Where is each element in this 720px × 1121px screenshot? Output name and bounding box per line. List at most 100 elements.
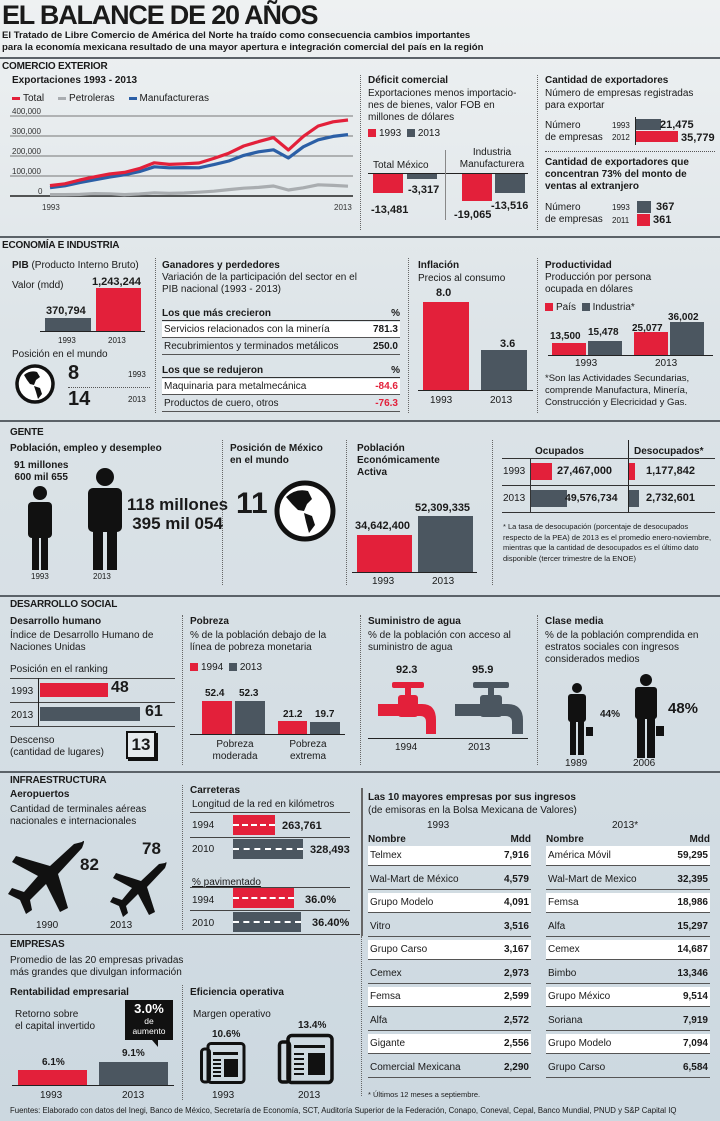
top10-year-1993: 1993 bbox=[427, 820, 450, 831]
bar-dh-2013 bbox=[40, 707, 140, 721]
year-label: 1993 bbox=[58, 336, 76, 345]
bar-pib-1993 bbox=[45, 318, 91, 331]
year-label: 1993 bbox=[430, 395, 453, 406]
shrank-row: Maquinaria para metalmecánica -84.6 bbox=[162, 379, 400, 395]
bar-desoc-2013 bbox=[629, 490, 639, 507]
legend-total: Total bbox=[12, 93, 44, 104]
subtitle-2: para la economía mexicana resultado de u… bbox=[2, 42, 484, 53]
table-line bbox=[190, 837, 350, 838]
bar-rent-1993 bbox=[18, 1070, 87, 1085]
globe-icon bbox=[15, 364, 55, 404]
aero-title: Aeropuertos bbox=[10, 789, 70, 800]
cat-moderada: Pobreza moderada bbox=[212, 739, 258, 762]
bar-ocup-1993 bbox=[531, 463, 552, 480]
separator bbox=[182, 985, 183, 1100]
ganadores-desc: Variación de la participación del sector… bbox=[162, 272, 357, 295]
bar-inf-2013 bbox=[481, 350, 527, 390]
section-economia: ECONOMÍA E INDUSTRIA bbox=[2, 240, 120, 251]
year-label: 2013 bbox=[655, 358, 678, 369]
deficit-group-industria: Industria Manufacturera bbox=[459, 147, 525, 170]
bar-pib-2013 bbox=[96, 288, 141, 331]
deficit-baseline bbox=[368, 173, 528, 174]
posicion-title: Posición de México en el mundo bbox=[230, 443, 323, 466]
y-tick-label: 100,000 bbox=[12, 167, 41, 176]
dh-desc: Índice de Desarrollo Humano de Naciones U… bbox=[10, 630, 154, 653]
year-label: 1990 bbox=[36, 920, 59, 931]
pobreza-legend: 1994 2013 bbox=[190, 662, 262, 674]
year-label: 2011 bbox=[612, 216, 630, 225]
separator bbox=[537, 258, 538, 413]
row-year: 1993 bbox=[503, 466, 526, 477]
divider bbox=[0, 57, 720, 59]
val-ind-2013: -13,516 bbox=[491, 200, 529, 212]
top10-header-1993: Nombre Mdd bbox=[368, 834, 531, 845]
clase-title: Clase media bbox=[545, 616, 604, 627]
inf-2013-value: 3.6 bbox=[500, 338, 516, 350]
long-value: 328,493 bbox=[310, 844, 350, 856]
table-row: Wal-Mart de Mexico 32,395 bbox=[546, 870, 710, 890]
dh-rank-label: Posición en el ranking bbox=[10, 664, 108, 675]
inflacion-desc: Precios al consumo bbox=[418, 273, 506, 284]
year-label: 2013 bbox=[11, 710, 34, 721]
pib-pos-1993: 8 bbox=[68, 362, 80, 384]
pobreza-chart bbox=[190, 700, 345, 735]
year-label: 1993 bbox=[372, 576, 395, 587]
exportadores-label-2: Número de empresas bbox=[545, 202, 603, 225]
pea-2013-value: 52,309,335 bbox=[415, 502, 471, 514]
table-divider bbox=[628, 440, 629, 512]
year-label: 1993 bbox=[40, 1090, 63, 1101]
dh-1993-value: 48 bbox=[111, 679, 129, 696]
top10-year-2013: 2013* bbox=[612, 820, 639, 831]
table-row: Grupo Carso 3,167 bbox=[368, 940, 531, 960]
separator bbox=[537, 615, 538, 765]
pib-1993-value: 370,794 bbox=[46, 305, 86, 317]
table-row: Gigante 2,556 bbox=[368, 1034, 531, 1054]
desoc-value: 2,732,601 bbox=[646, 492, 695, 504]
separator bbox=[492, 440, 493, 585]
descenso-value: 13 bbox=[126, 731, 156, 759]
descenso-label: Descenso (cantidad de lugares) bbox=[10, 735, 104, 758]
prod-value: 15,478 bbox=[588, 327, 619, 338]
posicion-value: 11 bbox=[236, 487, 268, 520]
series-line-manufactureras bbox=[49, 133, 349, 190]
row-year: 1994 bbox=[192, 895, 215, 906]
divider bbox=[0, 595, 720, 597]
y-tick-label: 300,000 bbox=[12, 127, 41, 136]
exportadores-desc: Número de empresas registradas para expor… bbox=[545, 88, 694, 111]
pea-1993-value: 34,642,400 bbox=[355, 520, 411, 532]
divider bbox=[0, 771, 720, 773]
year-label: 2013 bbox=[468, 742, 491, 753]
ocup-value: 49,576,734 bbox=[565, 492, 618, 504]
prod-value: 13,500 bbox=[550, 331, 581, 342]
pib-title: PIB (Producto Interno Bruto) bbox=[12, 260, 139, 271]
deficit-legend: 1993 2013 bbox=[368, 128, 440, 140]
rent-desc: Retorno sobre el capital invertido bbox=[15, 1009, 96, 1032]
separator bbox=[222, 440, 223, 585]
x-tick-label: 2013 bbox=[334, 203, 352, 212]
row-year: 2010 bbox=[192, 844, 215, 855]
val-ind-1993: -19,065 bbox=[454, 209, 492, 221]
val-exp-1993: 21,475 bbox=[660, 119, 694, 131]
bar-exp-1993 bbox=[636, 119, 661, 130]
carreteras-title: Carreteras bbox=[190, 785, 241, 796]
inflacion-title: Inflación bbox=[418, 260, 460, 271]
ganadores-title: Ganadores y perdedores bbox=[162, 260, 280, 271]
table-row: América Móvil 59,295 bbox=[546, 846, 710, 866]
divider bbox=[0, 934, 360, 935]
ocup-value: 27,467,000 bbox=[557, 465, 613, 477]
ef-2013-value: 13.4% bbox=[298, 1020, 327, 1031]
separator bbox=[408, 258, 409, 413]
prod-value: 36,002 bbox=[668, 312, 699, 323]
year-label: 2013 bbox=[122, 1090, 145, 1101]
year-label: 2013 bbox=[128, 395, 146, 404]
page-title: EL BALANCE DE 20 AÑOS bbox=[2, 0, 319, 30]
pob-1993-value: 91 millones 600 mil 655 bbox=[14, 460, 69, 483]
productividad-desc: Producción por persona ocupada en dólares bbox=[545, 272, 652, 295]
separator bbox=[360, 75, 361, 230]
businessman-2006-icon bbox=[635, 674, 664, 758]
deficit-desc: Exportaciones menos importacio-nes de bi… bbox=[368, 88, 517, 123]
axis bbox=[38, 678, 39, 726]
bar-exp-2012 bbox=[636, 131, 678, 142]
newspaper-icon bbox=[200, 1042, 246, 1084]
faucet-red-icon bbox=[378, 682, 436, 734]
